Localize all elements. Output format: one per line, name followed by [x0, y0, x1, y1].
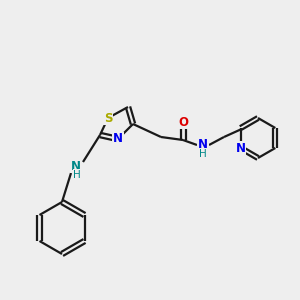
Text: O: O [178, 116, 188, 128]
Text: H: H [199, 149, 207, 159]
Text: N: N [71, 160, 81, 172]
Text: H: H [73, 170, 81, 180]
Text: N: N [198, 139, 208, 152]
Text: S: S [104, 112, 112, 124]
Text: N: N [113, 133, 123, 146]
Text: N: N [236, 142, 246, 154]
